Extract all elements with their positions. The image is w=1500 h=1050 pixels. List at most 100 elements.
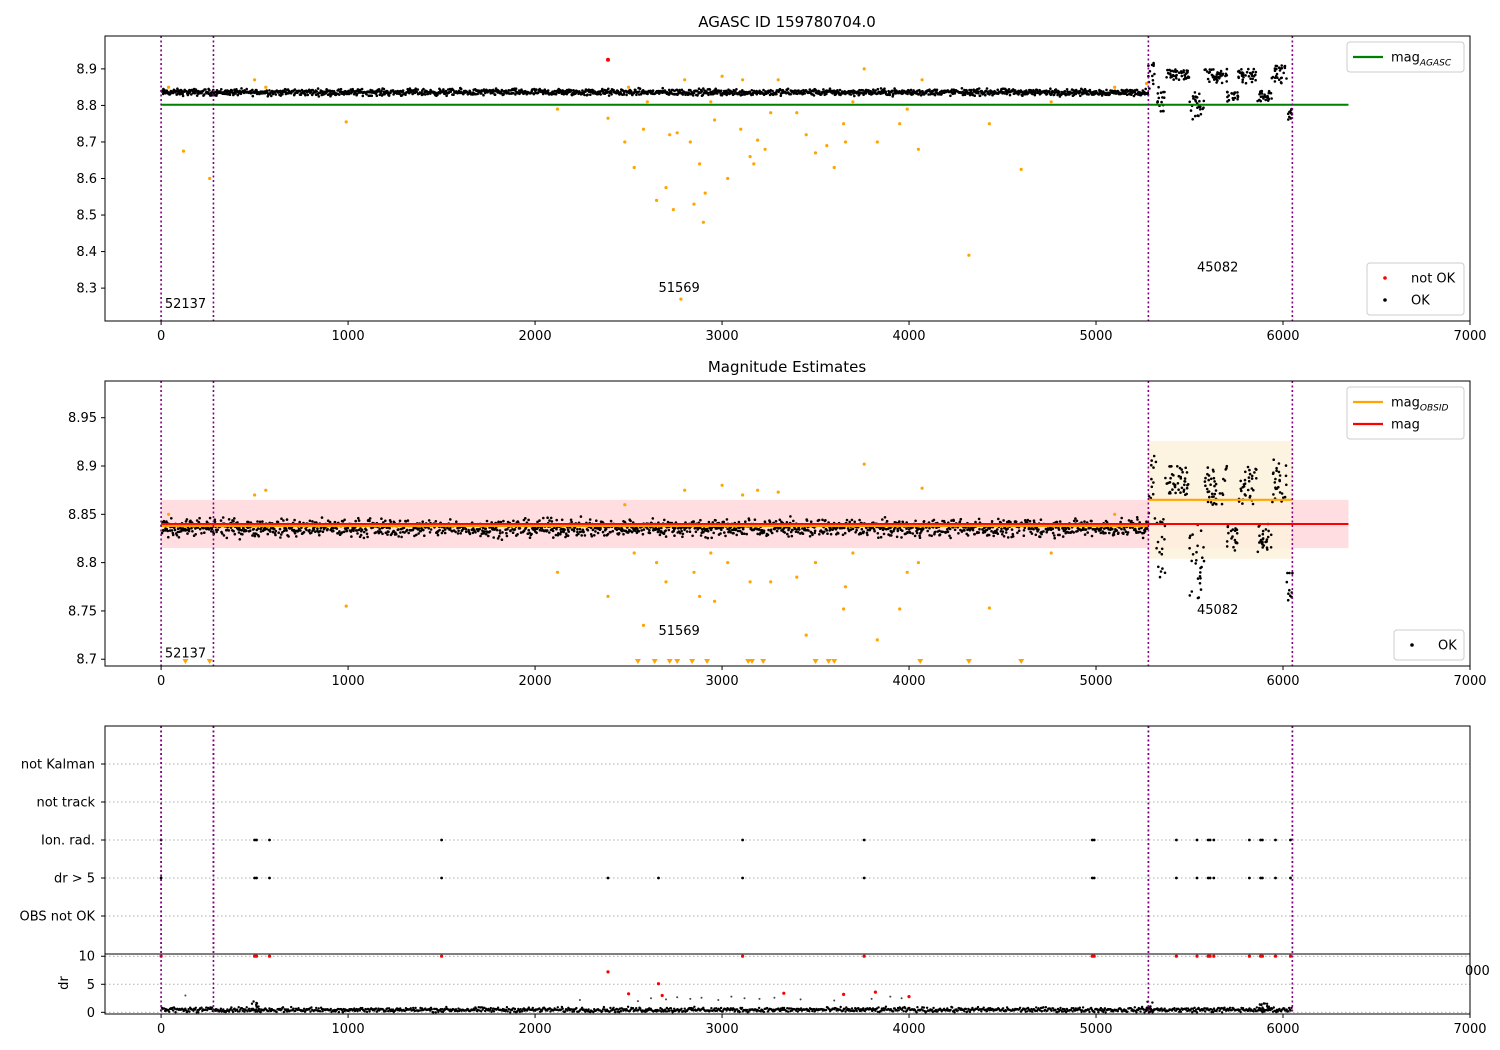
excluded-point xyxy=(842,607,846,611)
ok-point xyxy=(917,93,920,96)
ok-point xyxy=(187,527,191,531)
ok-point xyxy=(808,88,812,91)
ok-point xyxy=(328,520,332,524)
ok-point xyxy=(400,535,403,539)
ok-point xyxy=(1277,78,1281,81)
ok-point xyxy=(259,530,263,533)
ok-point xyxy=(1065,88,1069,91)
ok-point xyxy=(1232,93,1236,96)
ok-point xyxy=(468,532,472,536)
ok-point xyxy=(638,87,642,90)
ok-point xyxy=(1072,531,1075,534)
y-tick-label: 8.6 xyxy=(76,172,97,187)
ok-point xyxy=(1270,97,1273,100)
ok-point xyxy=(365,528,368,532)
ok-point xyxy=(194,533,197,536)
ok-point xyxy=(509,529,512,533)
ok-point xyxy=(168,529,172,532)
ok-point xyxy=(1221,493,1225,497)
ok-point xyxy=(662,532,666,535)
ok-point xyxy=(338,530,341,533)
ok-point xyxy=(160,531,164,535)
ok-point xyxy=(285,518,289,521)
ok-point xyxy=(1210,492,1214,496)
ok-point xyxy=(439,88,442,92)
ok-point xyxy=(646,527,649,530)
ok-point xyxy=(496,537,500,540)
ok-point xyxy=(710,536,713,540)
ok-point xyxy=(429,528,433,531)
ok-point xyxy=(295,535,298,538)
ok-point xyxy=(1072,519,1076,523)
excluded-point xyxy=(776,78,780,82)
ok-point xyxy=(1261,532,1265,536)
ok-point xyxy=(321,530,325,533)
flag-point xyxy=(741,838,744,842)
ok-point xyxy=(741,527,745,531)
ok-point xyxy=(1220,74,1224,77)
ok-point xyxy=(442,88,445,91)
ok-point xyxy=(1275,67,1278,71)
ok-point xyxy=(1226,90,1229,94)
ok-point xyxy=(622,532,625,536)
ok-point xyxy=(977,517,981,521)
excluded-point xyxy=(813,151,818,155)
ok-point xyxy=(546,89,550,92)
ok-point xyxy=(1190,559,1193,563)
ok-point xyxy=(818,90,821,93)
ok-point xyxy=(930,534,933,538)
excluded-point xyxy=(748,155,752,159)
dr-point xyxy=(434,1011,437,1014)
ok-point xyxy=(357,519,361,522)
excluded-point xyxy=(1144,81,1149,86)
ok-point xyxy=(1255,477,1258,480)
ok-point xyxy=(1200,565,1203,569)
flag-point xyxy=(1274,876,1277,880)
ok-point xyxy=(771,89,774,93)
ok-point xyxy=(1244,470,1247,474)
ok-point xyxy=(505,531,508,535)
ok-point xyxy=(750,89,754,92)
dr-point xyxy=(619,1009,623,1013)
ok-point xyxy=(245,87,248,91)
ok-point xyxy=(379,530,383,534)
y-tick-label: 8.5 xyxy=(76,209,97,224)
excluded-point xyxy=(726,561,730,565)
ok-point xyxy=(576,527,579,531)
ok-point xyxy=(1122,532,1125,535)
ok-point xyxy=(1135,88,1139,92)
ok-point xyxy=(302,530,306,534)
ok-point xyxy=(512,91,515,95)
ok-point xyxy=(1185,486,1189,490)
ok-point xyxy=(946,530,950,533)
ok-point xyxy=(514,87,518,90)
dr-point xyxy=(626,1005,630,1008)
ok-point xyxy=(648,529,651,532)
ok-point xyxy=(316,527,319,530)
flag-point xyxy=(606,876,610,880)
ok-point xyxy=(786,87,790,91)
ok-point xyxy=(971,528,975,532)
ok-point xyxy=(680,88,684,92)
dr-point xyxy=(563,1010,567,1013)
ok-point xyxy=(1196,544,1199,548)
dr-point xyxy=(337,1010,341,1014)
ok-point xyxy=(242,527,245,530)
excluded-point xyxy=(795,575,799,579)
x-tick-label: 0 xyxy=(157,674,165,689)
ok-point xyxy=(208,516,212,520)
ok-point xyxy=(265,89,269,92)
ok-point xyxy=(202,526,205,529)
excluded-point xyxy=(698,162,702,166)
dr-point xyxy=(281,1006,285,1009)
ok-point xyxy=(680,529,683,533)
ok-point xyxy=(366,535,369,539)
ok-point xyxy=(885,519,889,523)
ok-point xyxy=(1220,502,1224,506)
ok-point xyxy=(1040,532,1043,536)
ok-point xyxy=(273,527,276,531)
ok-point xyxy=(1124,530,1128,533)
ok-point xyxy=(1196,106,1199,109)
ok-point xyxy=(1226,525,1230,529)
ok-point xyxy=(1287,118,1290,121)
